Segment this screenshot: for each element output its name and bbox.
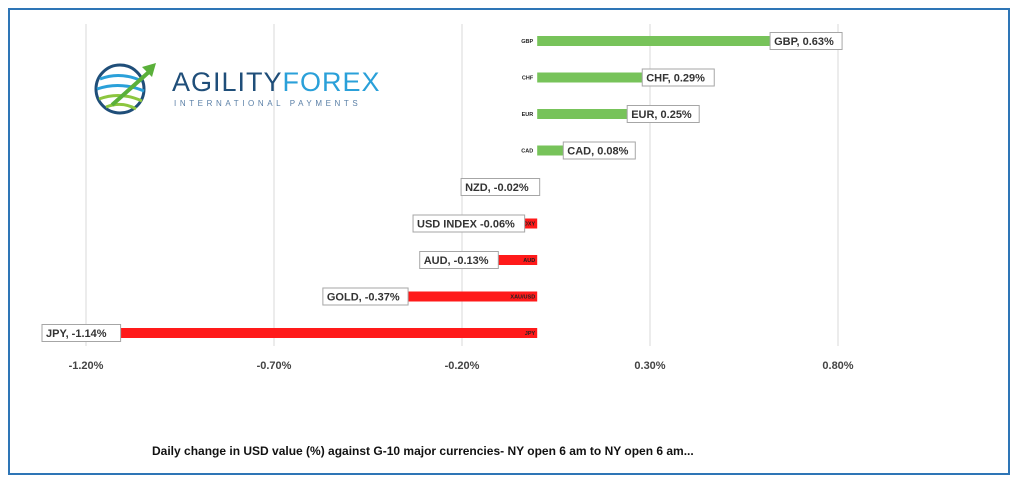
- agility-forex-logo: AGILITYFOREX INTERNATIONAL PAYMENTS: [92, 57, 380, 117]
- x-tick-label: -1.20%: [69, 360, 104, 372]
- globe-arrow-icon: [94, 63, 156, 115]
- data-label-box: [419, 251, 499, 269]
- bar-chf: [537, 72, 647, 83]
- data-label: GBP, 0.63%: [774, 36, 834, 48]
- data-label: EUR, 0.25%: [631, 109, 692, 121]
- bar-cad: [537, 145, 568, 156]
- bar-xauusd: [398, 291, 538, 302]
- data-label-box: [626, 105, 700, 123]
- x-tick-label: -0.20%: [445, 360, 480, 372]
- data-label-box: [460, 178, 541, 196]
- data-label-box: [769, 32, 843, 50]
- data-label-box: [41, 324, 122, 342]
- data-label: CHF, 0.29%: [646, 73, 705, 85]
- bar-gbp: [537, 36, 775, 46]
- category-label: AUD: [523, 258, 535, 264]
- chart-frame: [8, 8, 1010, 475]
- x-tick-label: 0.30%: [634, 360, 665, 372]
- data-label-box: [641, 68, 715, 87]
- bar-jpy: [108, 328, 538, 338]
- category-label: CHF: [522, 76, 534, 82]
- logo-wordmark: AGILITYFOREX: [172, 67, 381, 97]
- data-label: USD INDEX -0.06%: [417, 219, 515, 231]
- category-label: XAU/USD: [510, 295, 535, 301]
- data-label-box: [322, 287, 409, 306]
- category-label: JPY: [525, 331, 536, 337]
- bar-eur: [537, 109, 632, 119]
- bar-aud: [488, 255, 538, 265]
- x-tick-label: -0.70%: [257, 360, 292, 372]
- x-tick-label: 0.80%: [822, 360, 853, 372]
- data-label: AUD, -0.13%: [424, 255, 489, 267]
- data-label: GOLD, -0.37%: [327, 292, 400, 304]
- category-label: EUR: [522, 112, 534, 118]
- category-label: CAD: [521, 149, 533, 155]
- category-label: GBP: [521, 39, 533, 45]
- tick-layer: -1.20% -0.70% -0.20% 0.30% 0.80%: [69, 360, 854, 372]
- data-label: NZD, -0.02%: [465, 182, 529, 194]
- data-label-box: [412, 214, 526, 233]
- data-label: JPY, -1.14%: [46, 328, 107, 340]
- label-layer: GBP GBP, 0.63% CHF CHF, 0.29% EUR EUR, 0.25% C…: [41, 32, 843, 342]
- logo-tagline: INTERNATIONAL PAYMENTS: [174, 99, 362, 108]
- bar-dxy: [514, 218, 538, 229]
- data-label-box: [562, 141, 636, 160]
- data-label: CAD, 0.08%: [567, 146, 628, 158]
- chart-caption: Daily change in USD value (%) against G-…: [152, 444, 694, 458]
- category-label: DXY: [524, 222, 536, 228]
